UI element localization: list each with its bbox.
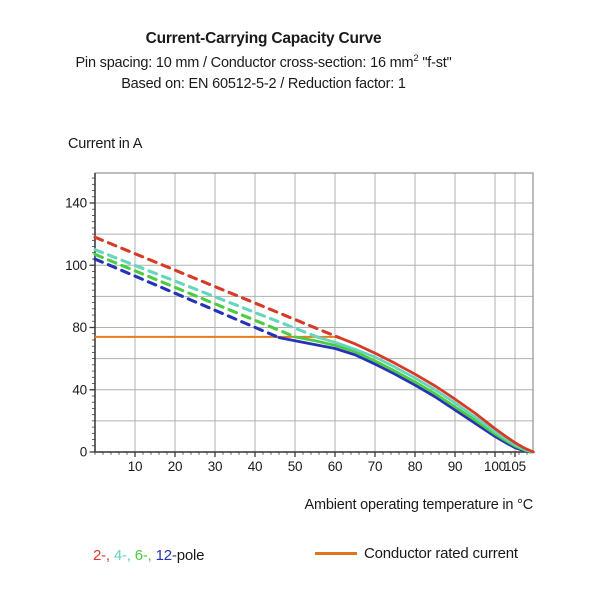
series-4-pole-solid-segment <box>317 336 534 454</box>
y-tick-labels: 0 40 80 100 140 <box>65 196 87 460</box>
series-2-pole-dashed-segment <box>93 235 341 340</box>
subtitle1-pre: Pin spacing: 10 mm / Conductor cross-sec… <box>75 54 414 71</box>
chart-header: Current-Carrying Capacity Curve Pin spac… <box>0 30 527 92</box>
series-4-pole <box>93 248 534 454</box>
axes-lines <box>94 173 533 453</box>
y-tick-label: 80 <box>72 320 87 335</box>
axis-ticks <box>89 177 528 457</box>
legend-pole-suffix: pole <box>176 547 205 564</box>
series-2-pole <box>93 235 535 454</box>
x-tick-label: 80 <box>408 459 423 474</box>
y-tick-label: 0 <box>80 445 87 460</box>
chart-subtitle-line2: Based on: EN 60512-5-2 / Reduction facto… <box>121 75 406 92</box>
series-2-pole-solid-segment <box>337 336 535 454</box>
series-12-pole <box>93 257 532 454</box>
x-tick-label: 100 <box>484 459 506 474</box>
series-12-pole-solid-segment <box>277 336 532 454</box>
series-6-pole <box>93 252 533 454</box>
legend-pole-item-2: 2-, <box>93 547 114 564</box>
series-6-pole-solid-segment <box>293 335 533 454</box>
legend-pole-item-6: 6-, <box>134 547 156 564</box>
legend-pole-item-12: 12- <box>155 547 177 564</box>
x-tick-label: 60 <box>328 459 343 474</box>
x-tick-label: 105 <box>504 459 526 474</box>
x-tick-label: 70 <box>368 459 383 474</box>
y-axis-title: Current in A <box>68 136 143 152</box>
y-tick-label: 100 <box>65 258 87 273</box>
y-tick-label: 140 <box>65 196 87 211</box>
series-12-pole-dashed-segment <box>93 257 281 340</box>
subtitle1-superscript: 2 <box>413 53 419 64</box>
rated-current-line-swatch <box>315 552 357 555</box>
y-tick-label: 40 <box>72 382 87 397</box>
legend-poles: 2-, 4-, 6-, 12-pole <box>93 547 204 564</box>
x-tick-label: 30 <box>208 459 223 474</box>
x-tick-label: 40 <box>248 459 263 474</box>
legend-pole-item-4: 4-, <box>113 547 135 564</box>
legend-rated-current: Conductor rated current <box>315 545 518 562</box>
x-tick-label: 10 <box>128 459 143 474</box>
x-tick-label: 20 <box>168 459 183 474</box>
subtitle1-post: "f-st" <box>418 54 452 71</box>
chart-title: Current-Carrying Capacity Curve <box>145 30 382 47</box>
x-axis-title: Ambient operating temperature in °C <box>304 497 533 513</box>
x-tick-label: 90 <box>448 459 463 474</box>
series-6-pole-dashed-segment <box>93 252 297 339</box>
x-tick-label: 50 <box>288 459 303 474</box>
chart-subtitle-line1: Pin spacing: 10 mm / Conductor cross-sec… <box>0 53 527 71</box>
rated-current-label: Conductor rated current <box>364 545 518 562</box>
series-4-pole-dashed-segment <box>93 248 321 340</box>
